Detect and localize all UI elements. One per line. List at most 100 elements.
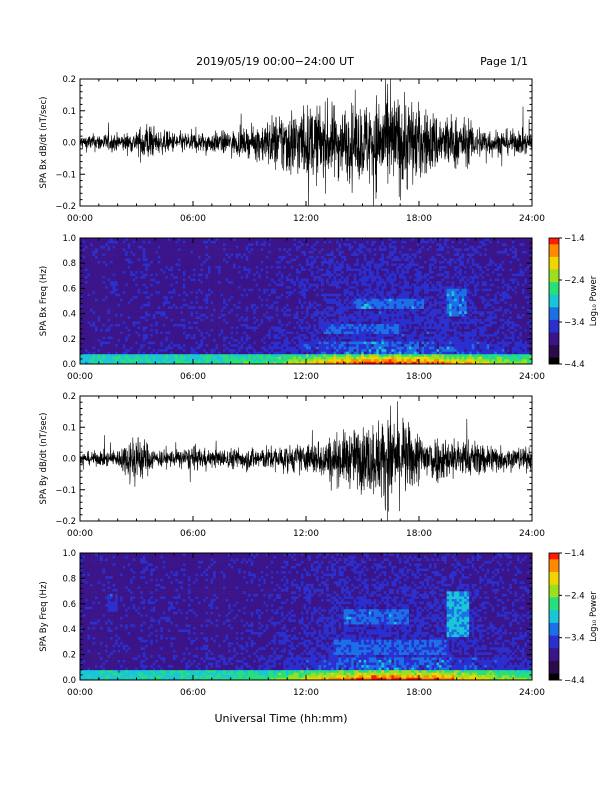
- spectrogram-cell: [95, 271, 98, 274]
- spectrogram-cell: [253, 268, 256, 271]
- spectrogram-cell: [148, 246, 151, 249]
- spectrogram-cell: [291, 326, 294, 329]
- spectrogram-cell: [100, 331, 103, 334]
- spectrogram-cell: [133, 311, 136, 314]
- spectrogram-cell: [243, 281, 246, 284]
- spectrogram-cell: [180, 319, 183, 322]
- spectrogram-cell: [145, 261, 148, 264]
- spectrogram-cell: [218, 271, 221, 274]
- spectrogram-cell: [103, 276, 106, 279]
- spectrogram-cell: [103, 253, 106, 256]
- spectrogram-cell: [256, 344, 259, 347]
- spectrogram-cell: [253, 339, 256, 342]
- spectrogram-cell: [158, 256, 161, 259]
- spectrogram-cell: [125, 341, 128, 344]
- spectrogram-cell: [173, 356, 176, 359]
- spectrogram-cell: [123, 314, 126, 317]
- spectrogram-cell: [253, 336, 256, 339]
- spectrogram-cell: [216, 258, 219, 261]
- spectrogram-cell: [206, 261, 209, 264]
- spectrogram-cell: [286, 321, 289, 324]
- spectrogram-cell: [314, 331, 317, 334]
- spectrogram-cell: [201, 351, 204, 354]
- spectrogram-cell: [293, 339, 296, 342]
- spectrogram-cell: [188, 291, 191, 294]
- spectrogram-cell: [190, 273, 193, 276]
- spectrogram-cell: [201, 354, 204, 357]
- spectrogram-cell: [90, 281, 93, 284]
- spectrogram-cell: [190, 258, 193, 261]
- spectrogram-cell: [263, 351, 266, 354]
- spectrogram-cell: [253, 293, 256, 296]
- spectrogram-cell: [296, 286, 299, 289]
- spectrogram-cell: [88, 334, 91, 337]
- spectrogram-cell: [145, 251, 148, 254]
- spectrogram-cell: [278, 346, 281, 349]
- spectrogram-cell: [296, 346, 299, 349]
- spectrogram-cell: [324, 291, 327, 294]
- spectrogram-cell: [268, 319, 271, 322]
- spectrogram-cell: [319, 298, 322, 301]
- spectrogram-cell: [135, 283, 138, 286]
- spectrogram-cell: [185, 261, 188, 264]
- spectrogram-cell: [173, 326, 176, 329]
- spectrogram-cell: [273, 319, 276, 322]
- spectrogram-cell: [218, 268, 221, 271]
- spectrogram-cell: [90, 344, 93, 347]
- spectrogram-cell: [276, 281, 279, 284]
- spectrogram-cell: [108, 246, 111, 249]
- spectrogram-cell: [231, 286, 234, 289]
- spectrogram-cell: [128, 241, 131, 244]
- spectrogram-cell: [276, 261, 279, 264]
- spectrogram-cell: [291, 251, 294, 254]
- spectrogram-cell: [248, 339, 251, 342]
- spectrogram-cell: [165, 301, 168, 304]
- spectrogram-cell: [228, 336, 231, 339]
- spectrogram-cell: [311, 263, 314, 266]
- spectrogram-cell: [183, 286, 186, 289]
- spectrogram-cell: [293, 273, 296, 276]
- spectrogram-cell: [175, 288, 178, 291]
- spectrogram-cell: [324, 324, 327, 327]
- spectrogram-cell: [175, 324, 178, 327]
- spectrogram-cell: [278, 293, 281, 296]
- spectrogram-cell: [236, 359, 239, 362]
- spectrogram-cell: [261, 319, 264, 322]
- spectrogram-cell: [148, 243, 151, 246]
- spectrogram-cell: [286, 309, 289, 312]
- spectrogram-cell: [211, 243, 214, 246]
- spectrogram-cell: [140, 248, 143, 251]
- spectrogram-cell: [306, 246, 309, 249]
- spectrogram-cell: [148, 281, 151, 284]
- spectrogram-cell: [288, 268, 291, 271]
- spectrogram-cell: [115, 243, 118, 246]
- spectrogram-cell: [311, 271, 314, 274]
- spectrogram-cell: [268, 349, 271, 352]
- spectrogram-cell: [100, 359, 103, 362]
- spectrogram-cell: [213, 291, 216, 294]
- spectrogram-cell: [266, 324, 269, 327]
- spectrogram-cell: [303, 246, 306, 249]
- spectrogram-cell: [271, 278, 274, 281]
- spectrogram-cell: [115, 346, 118, 349]
- spectrogram-cell: [183, 283, 186, 286]
- spectrogram-cell: [110, 331, 113, 334]
- spectrogram-cell: [263, 316, 266, 319]
- spectrogram-cell: [100, 314, 103, 317]
- spectrogram-cell: [113, 288, 116, 291]
- spectrogram-cell: [321, 298, 324, 301]
- spectrogram-cell: [226, 266, 229, 269]
- spectrogram-cell: [113, 319, 116, 322]
- spectrogram-cell: [128, 336, 131, 339]
- spectrogram-cell: [268, 261, 271, 264]
- spectrogram-cell: [281, 258, 284, 261]
- spectrogram-cell: [301, 311, 304, 314]
- spectrogram-cell: [311, 314, 314, 317]
- spectrogram-cell: [85, 351, 88, 354]
- spectrogram-cell: [261, 291, 264, 294]
- spectrogram-cell: [165, 243, 168, 246]
- spectrogram-cell: [319, 354, 322, 357]
- spectrogram-cell: [203, 278, 206, 281]
- spectrogram-cell: [180, 341, 183, 344]
- spectrogram-cell: [198, 319, 201, 322]
